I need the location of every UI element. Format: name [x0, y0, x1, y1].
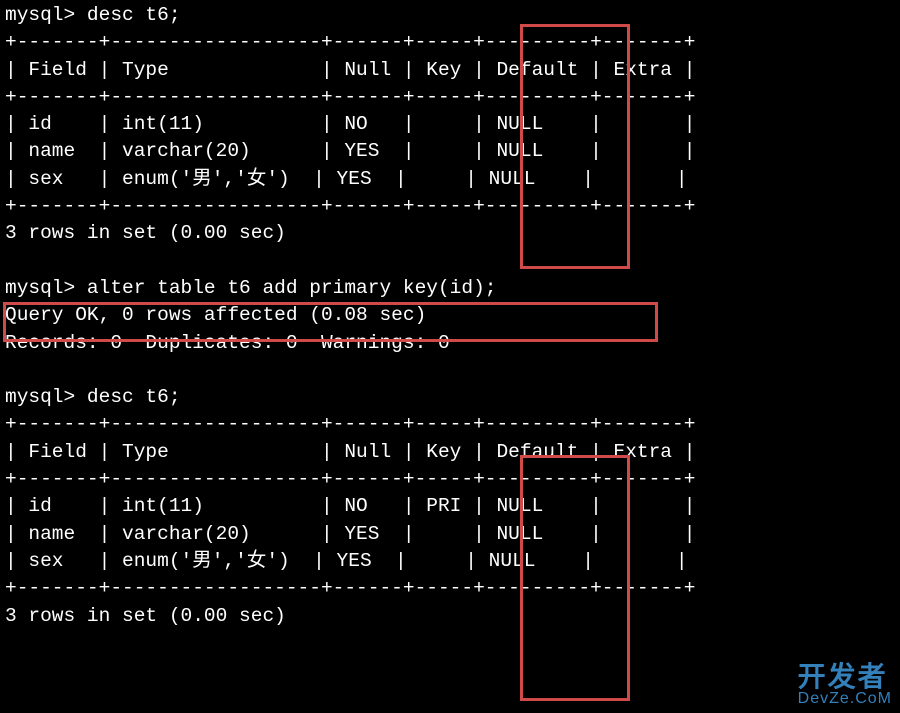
result-line: Query OK, 0 rows affected (0.08 sec) [5, 304, 426, 326]
table-border: +-------+------------------+------+-----… [5, 577, 695, 599]
table-border: +-------+------------------+------+-----… [5, 31, 695, 53]
table-row: | name | varchar(20) | YES | | NULL | | [5, 523, 695, 545]
prompt-line: mysql> desc t6; [5, 4, 181, 26]
table-border: +-------+------------------+------+-----… [5, 86, 695, 108]
prompt-line: mysql> desc t6; [5, 386, 181, 408]
table-border: +-------+------------------+------+-----… [5, 413, 695, 435]
table-row: | id | int(11) | NO | | NULL | | [5, 113, 695, 135]
watermark-cn: 开发者 [798, 663, 892, 691]
table-header: | Field | Type | Null | Key | Default | … [5, 59, 695, 81]
table-border: +-------+------------------+------+-----… [5, 468, 695, 490]
table-row: | name | varchar(20) | YES | | NULL | | [5, 140, 695, 162]
result-footer: 3 rows in set (0.00 sec) [5, 605, 286, 627]
table-row: | id | int(11) | NO | PRI | NULL | | [5, 495, 695, 517]
watermark-en: DevZe.CoM [798, 691, 892, 707]
table-header: | Field | Type | Null | Key | Default | … [5, 441, 695, 463]
watermark: 开发者 DevZe.CoM [798, 663, 892, 707]
table-row: | sex | enum('男','女') | YES | | NULL | | [5, 168, 688, 190]
table-row: | sex | enum('男','女') | YES | | NULL | | [5, 550, 688, 572]
table-border: +-------+------------------+------+-----… [5, 195, 695, 217]
result-line: Records: 0 Duplicates: 0 Warnings: 0 [5, 332, 450, 354]
prompt-line: mysql> alter table t6 add primary key(id… [5, 277, 496, 299]
terminal-output: mysql> desc t6; +-------+---------------… [0, 0, 900, 632]
result-footer: 3 rows in set (0.00 sec) [5, 222, 286, 244]
